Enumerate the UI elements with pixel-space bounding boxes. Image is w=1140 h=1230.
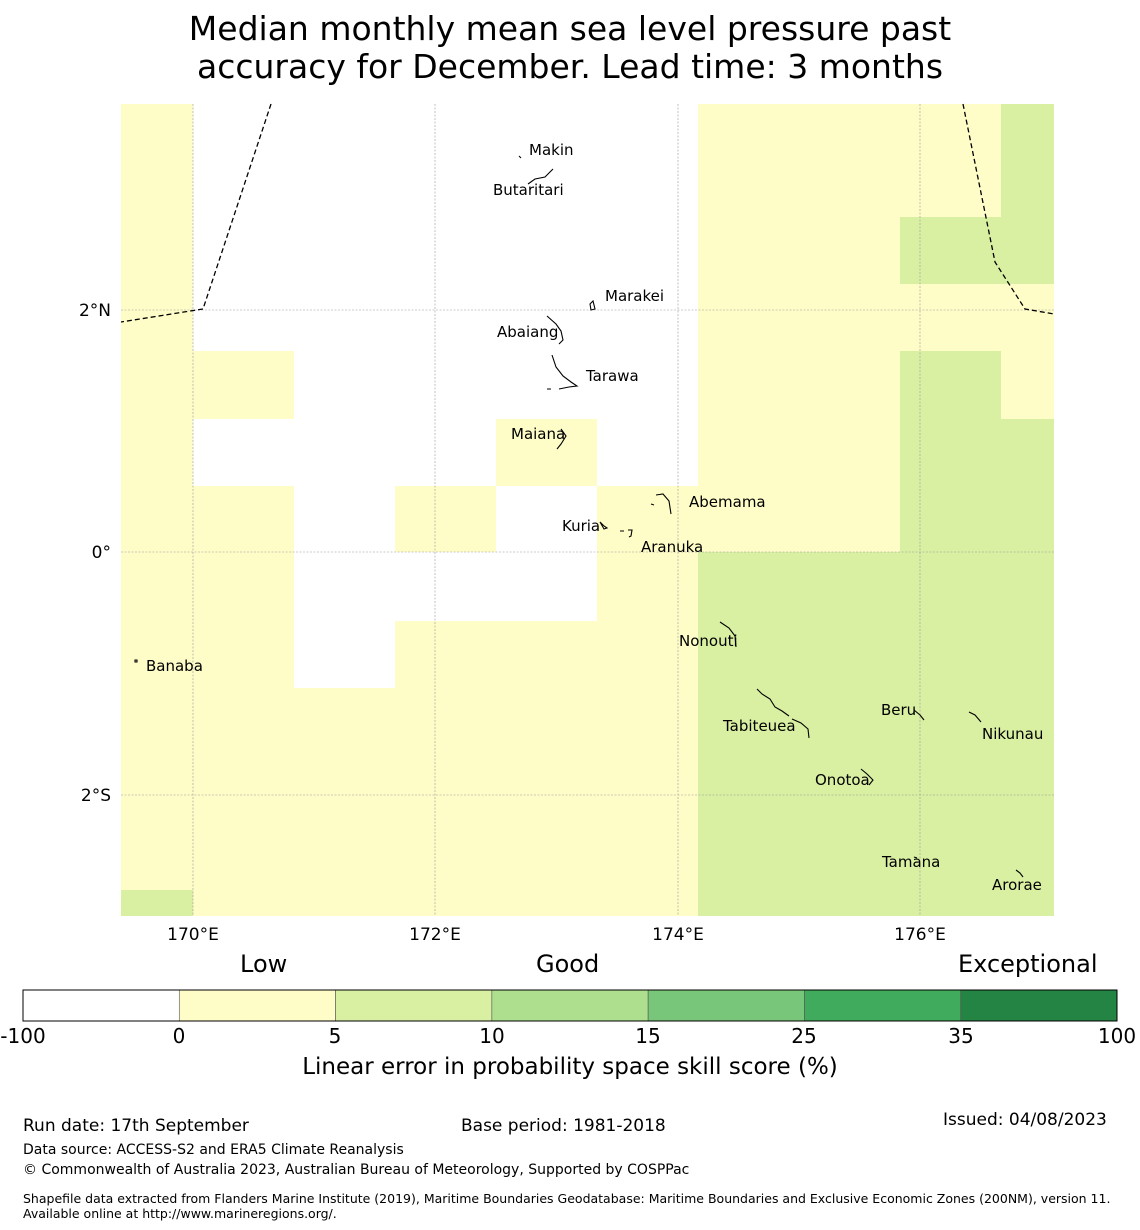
- colorbar-segment: [804, 989, 962, 1022]
- lon-label-172e: 172°E: [409, 925, 461, 940]
- colorbar-segment: [178, 989, 336, 1022]
- lon-label-176e: 176°E: [894, 925, 946, 940]
- colorbar-tick: 35: [948, 1024, 974, 1048]
- island-label-maiana: Maiana: [511, 425, 565, 443]
- grid-cell: [597, 486, 698, 916]
- colorbar-frame: [22, 989, 1118, 1022]
- gridlines: [121, 104, 1054, 916]
- island-shape-aranuka: [620, 529, 633, 538]
- grid-cell: [1001, 419, 1054, 552]
- base-period: Base period: 1981-2018: [461, 1116, 666, 1136]
- chart-title: Median monthly mean sea level pressure p…: [0, 10, 1140, 86]
- island-shape-tabiteuea: [756, 688, 810, 739]
- colorbar-label-low: Low: [240, 950, 288, 978]
- island-outlines: [134, 155, 1024, 878]
- chart-title-line1: Median monthly mean sea level pressure p…: [188, 9, 952, 48]
- lat-label-0: 0°: [92, 543, 111, 563]
- colorbar-title: Linear error in probability space skill …: [302, 1054, 838, 1080]
- colorbar-segment: [335, 989, 493, 1022]
- island-label-abemama: Abemama: [689, 493, 766, 511]
- island-shape-butaritari: [527, 168, 554, 185]
- island-shape-banaba: [134, 659, 138, 663]
- island-label-beru: Beru: [881, 701, 916, 719]
- colorbar-segment: [22, 989, 180, 1022]
- island-labels: Makin Butaritari Marakei Abaiang Tarawa …: [146, 141, 1043, 894]
- colorbar-tick: 100: [1097, 1024, 1137, 1048]
- colorbar-segment: [491, 989, 649, 1022]
- island-shape-abaiang: [546, 315, 564, 345]
- island-label-abaiang: Abaiang: [497, 323, 558, 341]
- island-shape-abemama: [650, 493, 672, 515]
- grid-cell: [1001, 104, 1054, 217]
- island-label-kuria: Kuria: [562, 517, 600, 535]
- island-shape-tarawa: [547, 354, 579, 390]
- skill-grid: [121, 104, 1054, 916]
- island-label-tamana: Tamana: [881, 853, 940, 871]
- colorbar-segment: [960, 989, 1118, 1022]
- island-shape-marakei: [589, 299, 596, 311]
- colorbar-tick: -100: [0, 1024, 46, 1048]
- colorbar-tick: 10: [479, 1024, 505, 1048]
- island-shape-makin: [518, 155, 522, 159]
- grid-cell: [395, 621, 597, 916]
- grid-cell: [294, 688, 395, 916]
- island-shape-tamana: [913, 856, 918, 859]
- grid-cell: [395, 486, 496, 552]
- colorbar-tick: 5: [328, 1024, 342, 1048]
- colorbar-label-exceptional: Exceptional: [958, 950, 1098, 978]
- island-shape-maiana: [556, 428, 567, 450]
- lat-label-2n: 2°N: [79, 301, 111, 321]
- grid-cell: [900, 217, 1054, 284]
- colorbar-tick: 0: [172, 1024, 186, 1048]
- island-shape-nonouti: [719, 621, 737, 648]
- lon-label-170e: 170°E: [167, 925, 219, 940]
- island-label-marakei: Marakei: [605, 287, 664, 305]
- grid-cell: [121, 104, 193, 621]
- shapefile-credit: Shapefile data extracted from Flanders M…: [23, 1191, 1111, 1221]
- lon-label-174e: 174°E: [652, 925, 704, 940]
- island-label-nonouti: Nonouti: [679, 632, 738, 650]
- island-label-arorae: Arorae: [992, 876, 1042, 894]
- island-label-butaritari: Butaritari: [493, 181, 564, 199]
- grid-cell: [121, 890, 193, 916]
- issued-date: Issued: 04/08/2023: [943, 1110, 1107, 1130]
- data-source: Data source: ACCESS-S2 and ERA5 Climate …: [23, 1142, 404, 1158]
- island-shape-onotoa: [860, 768, 874, 786]
- axis-labels: 2°N 0° 2°S 170°E 172°E 174°E 176°E: [79, 301, 946, 940]
- island-label-nikunau: Nikunau: [982, 725, 1043, 743]
- skill-map: Makin Butaritari Marakei Abaiang Tarawa …: [79, 103, 1055, 940]
- colorbar: [22, 989, 1118, 1022]
- island-shape-arorae: [1015, 869, 1024, 878]
- island-label-tarawa: Tarawa: [585, 367, 639, 385]
- island-shape-nikunau: [968, 711, 982, 723]
- island-label-onotoa: Onotoa: [815, 771, 870, 789]
- colorbar-tick: 15: [635, 1024, 661, 1048]
- island-shape-kuria: [599, 521, 609, 530]
- island-shape-beru: [913, 709, 925, 721]
- colorbar-segment: [647, 989, 805, 1022]
- chart-title-line2: accuracy for December. Lead time: 3 mont…: [196, 47, 944, 86]
- colorbar-label-good: Good: [536, 950, 600, 978]
- grid-cell: [900, 351, 1001, 552]
- colorbar-tick: 25: [791, 1024, 817, 1048]
- island-label-banaba: Banaba: [146, 657, 203, 675]
- island-label-aranuka: Aranuka: [641, 538, 703, 556]
- eez-boundaries: [120, 103, 1055, 323]
- grid-cell: [698, 552, 1054, 916]
- island-label-tabiteuea: Tabiteuea: [722, 717, 796, 735]
- run-date: Run date: 17th September: [23, 1116, 249, 1136]
- lat-label-2s: 2°S: [81, 786, 111, 806]
- island-label-makin: Makin: [529, 141, 574, 159]
- grid-cell: [193, 486, 294, 916]
- grid-cell: [193, 351, 294, 419]
- copyright: © Commonwealth of Australia 2023, Austra…: [23, 1162, 690, 1178]
- grid-cell: [496, 419, 597, 486]
- eez-boundary-east: [962, 103, 1055, 315]
- grid-cell: [121, 621, 193, 890]
